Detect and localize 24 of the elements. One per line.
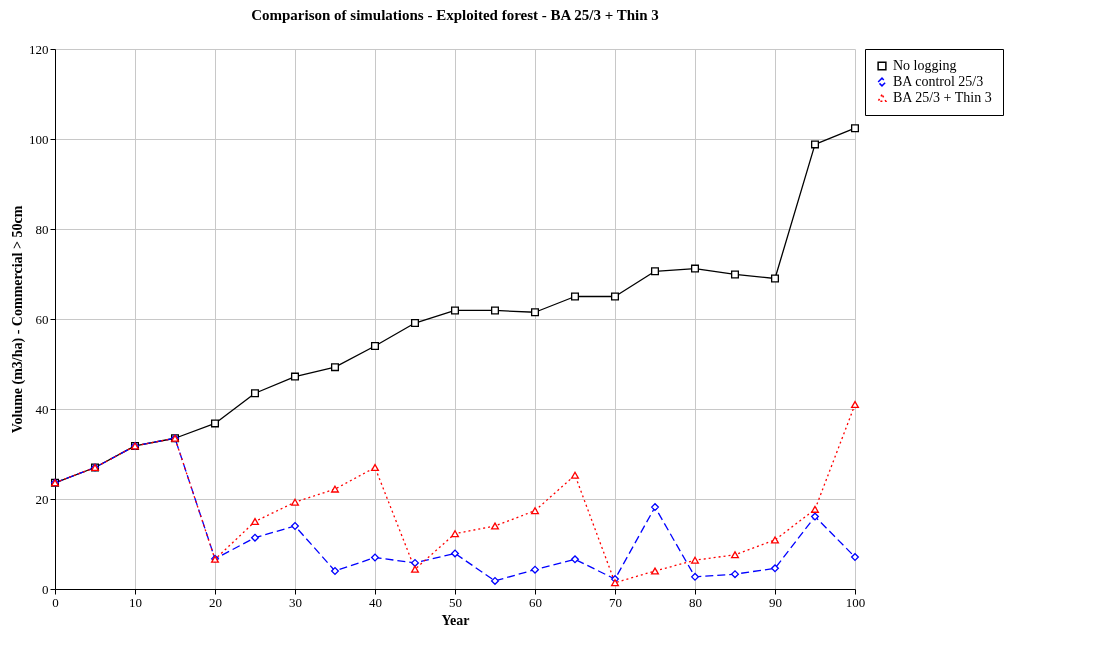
x-tick-label: 30 (289, 594, 302, 610)
x-tick-label: 70 (609, 594, 622, 610)
legend-label: BA 25/3 + Thin 3 (893, 90, 992, 105)
y-tick-label: 100 (29, 131, 49, 147)
x-tick-label: 0 (52, 594, 59, 610)
x-axis-title: Year (441, 612, 470, 628)
x-tick-label: 40 (369, 594, 382, 610)
x-tick-label: 50 (449, 594, 462, 610)
legend-label: BA control 25/3 (893, 74, 984, 89)
y-tick-label: 40 (35, 401, 49, 417)
x-tick-label: 100 (845, 594, 866, 610)
y-tick-label: 60 (35, 311, 49, 327)
y-tick-label: 80 (35, 221, 49, 237)
x-tick-label: 60 (529, 594, 542, 610)
x-tick-label: 10 (129, 594, 142, 610)
y-tick-label: 0 (42, 581, 49, 597)
chart-title: Comparison of simulations - Exploited forest - BA 25/3 + Thin 3 (251, 7, 659, 23)
y-axis-title: Volume (m3/ha) - Commercial > 50cm (10, 205, 26, 434)
y-tick-label: 120 (29, 41, 49, 57)
y-tick-label: 20 (35, 491, 49, 507)
legend-label: No logging (893, 58, 957, 73)
x-tick-label: 90 (769, 594, 782, 610)
x-tick-label: 80 (689, 594, 702, 610)
x-tick-label: 20 (209, 594, 222, 610)
